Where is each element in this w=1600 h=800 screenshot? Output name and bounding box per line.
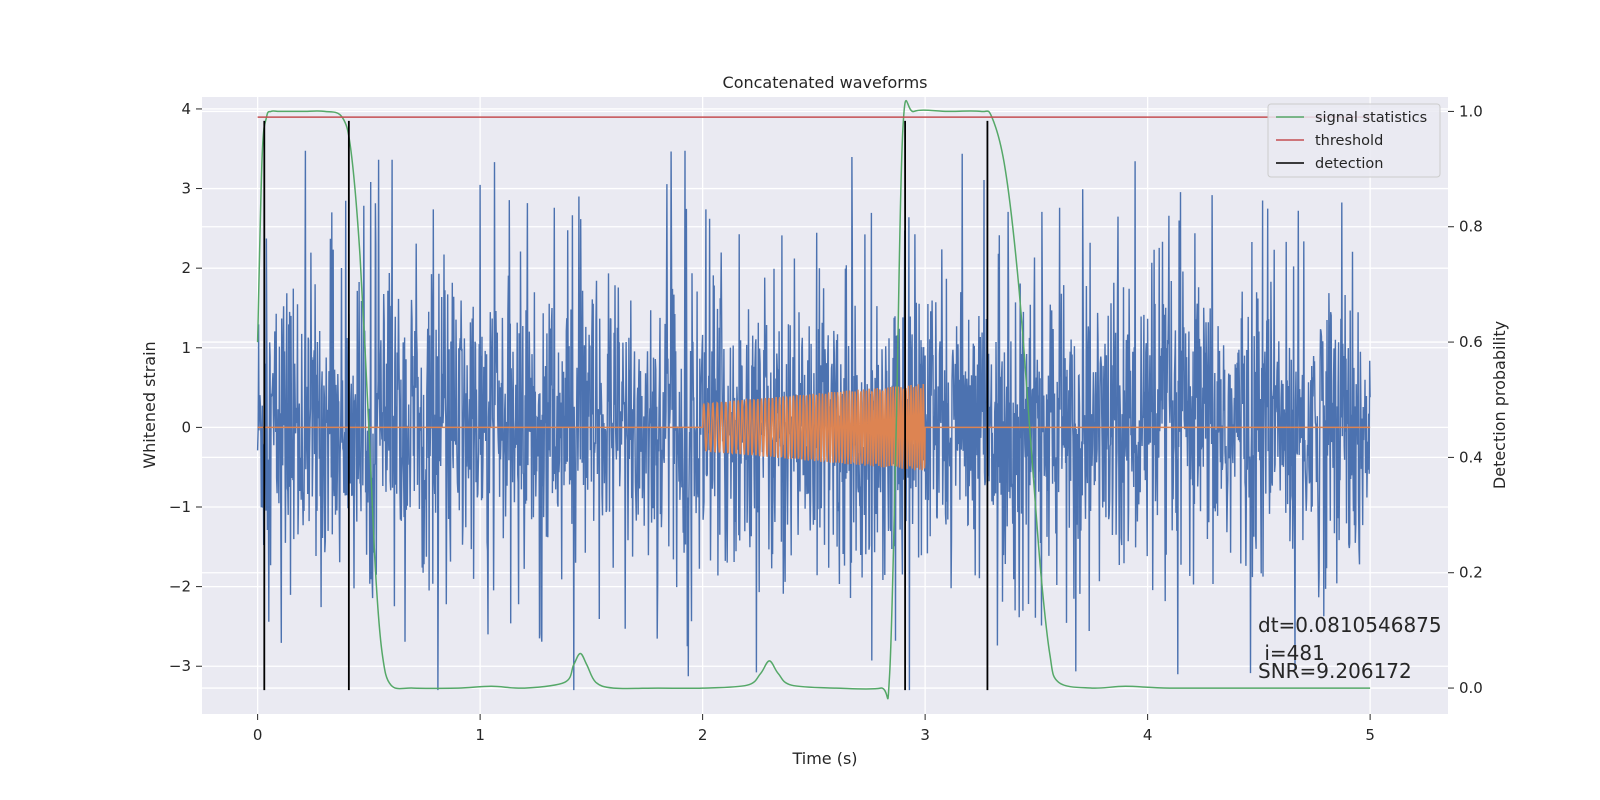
detection-series: [263, 120, 989, 691]
y-left-tick-label: 2: [181, 259, 191, 277]
y-right-tick-label: 1.0: [1459, 102, 1483, 120]
x-tick-label: 4: [1143, 726, 1153, 744]
x-tick-label: 0: [253, 726, 263, 744]
y-left-tick-label: −3: [169, 657, 191, 675]
plot-area: [256, 99, 1371, 700]
y-right-tick-label: 0.2: [1459, 564, 1483, 582]
y-right-tick-label: 0.4: [1459, 448, 1483, 466]
x-tick-label: 1: [475, 726, 485, 744]
legend-label-threshold: threshold: [1315, 133, 1383, 149]
x-axis-ticks: 0 1 2 3 4 5: [253, 714, 1375, 744]
y-axis-left-ticks: −3 −2 −1 0 1 2 3 4: [169, 100, 202, 675]
legend-label-signal-statistics: signal statistics: [1315, 110, 1427, 126]
legend: signal statistics threshold detection: [1267, 103, 1441, 178]
annotation-snr: SNR=9.206172: [1258, 659, 1412, 683]
y-left-tick-label: 0: [181, 418, 191, 436]
y-left-tick-label: 3: [181, 180, 191, 198]
y-left-tick-label: −2: [169, 578, 191, 596]
y-right-tick-label: 0.6: [1459, 333, 1483, 351]
y-axis-right-label: Detection probability: [1490, 321, 1509, 489]
annotation-index: i=481: [1258, 641, 1325, 665]
x-tick-label: 3: [920, 726, 930, 744]
legend-label-detection: detection: [1315, 156, 1383, 172]
y-axis-right-ticks: 0.0 0.2 0.4 0.6 0.8 1.0: [1448, 102, 1483, 697]
y-left-tick-label: −1: [169, 498, 191, 516]
x-tick-label: 2: [698, 726, 708, 744]
x-tick-label: 5: [1365, 726, 1375, 744]
legend-frame: [1267, 103, 1441, 178]
signal-statistics-series: [256, 99, 1371, 700]
y-right-tick-label: 0.0: [1459, 679, 1483, 697]
chart-title: Concatenated waveforms: [723, 73, 928, 92]
x-axis-label: Time (s): [791, 749, 857, 768]
y-right-tick-label: 0.8: [1459, 218, 1483, 236]
y-axis-left-label: Whitened strain: [140, 341, 159, 468]
whitened-strain-series: [256, 150, 1371, 691]
annotation-dt: dt=0.0810546875: [1258, 613, 1442, 637]
y-left-tick-label: 4: [181, 100, 191, 118]
injection-waveform-series: [257, 383, 1371, 471]
y-left-tick-label: 1: [181, 339, 191, 357]
